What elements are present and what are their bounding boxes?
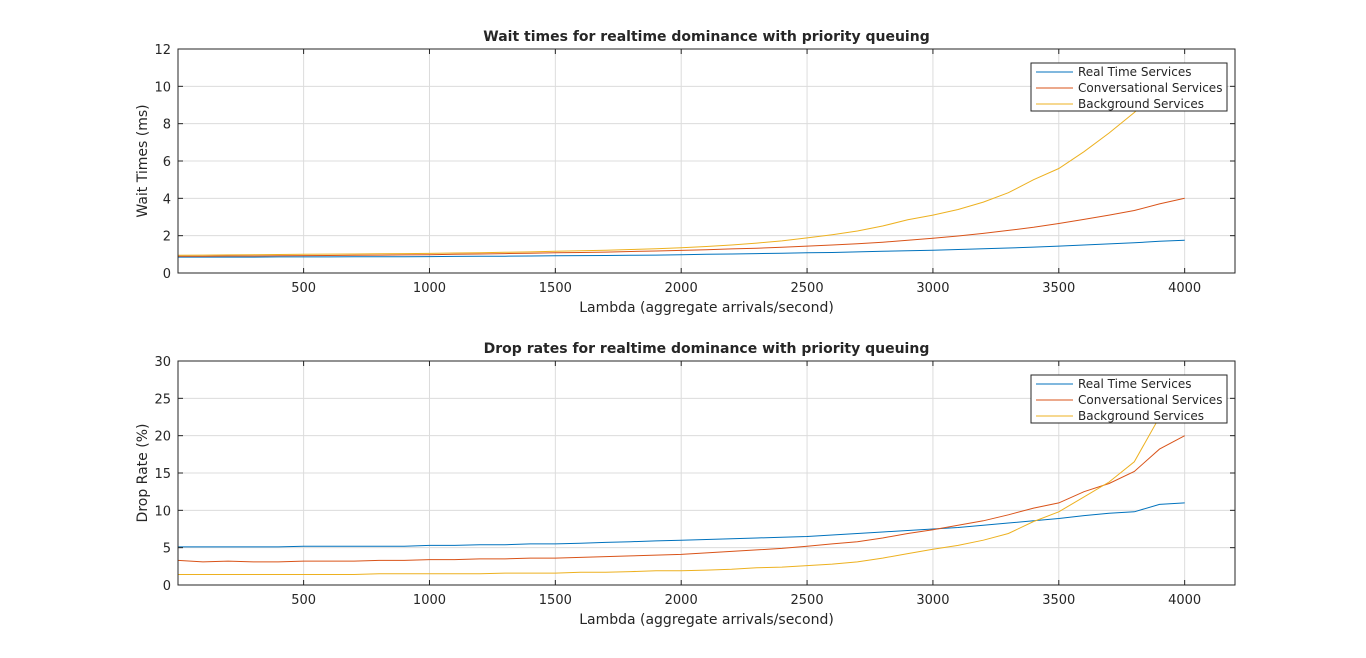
chart-title: Wait times for realtime dominance with p… [483, 29, 929, 45]
wait-times-chart: 500 1000 1500 2000 2500 3000 3500 4000 0 2 4 6 8 10 12… [135, 29, 1236, 316]
legend-label-3: Background Services [1078, 97, 1204, 111]
x-axis-label: Lambda (aggregate arrivals/second) [579, 300, 834, 316]
y-tick-label: 10 [154, 504, 171, 519]
y-tick-label: 10 [154, 80, 171, 95]
y-tick-label: 20 [154, 430, 171, 445]
series-group [178, 383, 1186, 575]
drop-rates-chart: 500 1000 1500 2000 2500 3000 3500 4000 0 5 10 15 20 2… [135, 341, 1236, 628]
x-tick-label: 2500 [791, 593, 824, 608]
x-tick-label: 3000 [916, 593, 949, 608]
y-axis-label: Wait Times (ms) [135, 104, 151, 217]
y-tick-label: 6 [163, 155, 171, 170]
y-tick-label: 2 [163, 230, 171, 245]
x-axis-label: Lambda (aggregate arrivals/second) [579, 612, 834, 628]
x-tick-label: 4000 [1168, 281, 1201, 296]
series-line-1 [178, 502, 1185, 548]
series-line-2 [178, 197, 1185, 257]
legend: Real Time Services Conversational Service… [1030, 374, 1228, 424]
series-line-1 [178, 239, 1185, 258]
y-tick-label: 8 [163, 118, 171, 133]
x-tick-label: 2500 [791, 281, 824, 296]
y-tick-label: 0 [163, 267, 171, 282]
series-line-3 [178, 63, 1186, 256]
legend-box [1030, 62, 1228, 112]
legend-box [1030, 374, 1228, 424]
series-line-2 [178, 435, 1185, 563]
x-tick-label: 4000 [1168, 593, 1201, 608]
legend-label-2: Conversational Services [1078, 393, 1222, 407]
x-tick-label: 1500 [539, 593, 572, 608]
y-tick-label: 0 [163, 579, 171, 594]
legend-label-1: Real Time Services [1078, 377, 1191, 391]
x-tick-label: 3000 [916, 281, 949, 296]
y-tick-label: 12 [154, 43, 171, 58]
y-axis-label: Drop Rate (%) [135, 424, 151, 523]
x-tick-label: 3500 [1042, 593, 1075, 608]
y-tick-label: 25 [154, 392, 171, 407]
chart-title: Drop rates for realtime dominance with p… [484, 341, 930, 357]
x-tick-label: 3500 [1042, 281, 1075, 296]
legend-label-3: Background Services [1078, 409, 1204, 423]
series-group [178, 63, 1186, 258]
legend: Real Time Services Conversational Service… [1030, 62, 1228, 112]
y-tick-label: 5 [163, 542, 171, 557]
x-tick-label: 500 [291, 281, 316, 296]
series-line-3 [178, 383, 1186, 575]
x-tick-label: 2000 [665, 593, 698, 608]
x-tick-label: 1000 [413, 281, 446, 296]
legend-label-2: Conversational Services [1078, 81, 1222, 95]
x-tick-label: 2000 [665, 281, 698, 296]
y-tick-label: 30 [154, 355, 171, 370]
y-tick-label: 15 [154, 467, 171, 482]
legend-label-1: Real Time Services [1078, 65, 1191, 79]
x-tick-label: 1500 [539, 281, 572, 296]
x-tick-label: 1000 [413, 593, 446, 608]
y-tick-label: 4 [163, 192, 171, 207]
x-tick-label: 500 [291, 593, 316, 608]
